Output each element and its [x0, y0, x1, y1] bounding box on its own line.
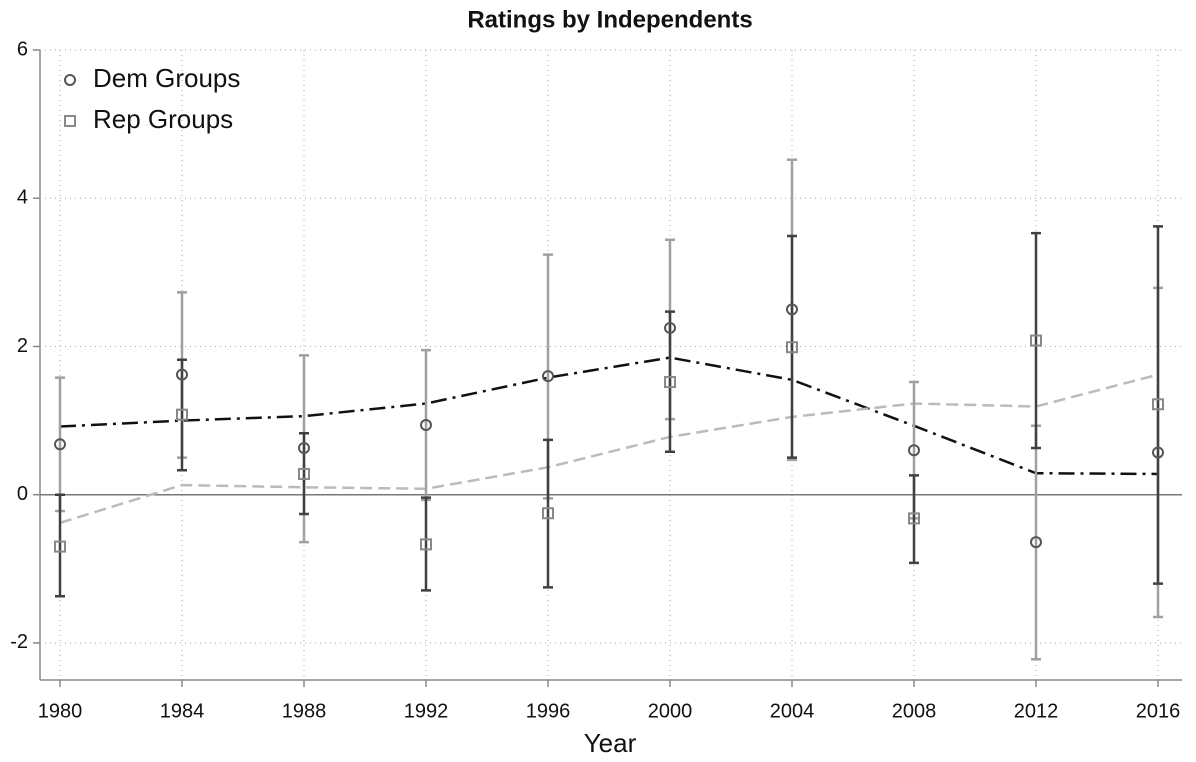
error-bar — [177, 358, 187, 472]
point — [542, 370, 554, 383]
y-tick-label: 6 — [17, 38, 28, 60]
point — [786, 303, 798, 316]
point — [1152, 446, 1164, 459]
point — [1152, 398, 1164, 411]
x-tick-label: 2004 — [770, 700, 815, 722]
point — [542, 507, 554, 520]
x-tick-label: 1992 — [404, 700, 449, 722]
x-tick-label: 2016 — [1136, 700, 1181, 722]
fit-line — [59, 373, 1159, 525]
x-tick-label: 2008 — [892, 700, 937, 722]
point — [176, 408, 188, 421]
x-tick-label: 2000 — [648, 700, 693, 722]
point — [420, 419, 432, 432]
x-tick-label: 1988 — [282, 700, 327, 722]
error-bar — [55, 376, 65, 513]
error-bar — [421, 348, 431, 502]
point — [908, 444, 920, 457]
point — [664, 321, 676, 334]
point — [298, 467, 310, 480]
point — [786, 341, 798, 354]
chart-title: Ratings by Independents — [467, 6, 752, 33]
error-bar — [665, 310, 675, 453]
fit-line — [59, 356, 1159, 476]
error-bar — [909, 474, 919, 565]
point — [664, 376, 676, 389]
error-bar — [1031, 231, 1041, 450]
point — [420, 538, 432, 551]
point — [908, 512, 920, 525]
error-bar — [787, 234, 797, 459]
point — [54, 438, 66, 451]
x-tick-label: 1980 — [38, 700, 83, 722]
point — [1030, 334, 1042, 347]
x-tick-label: 1996 — [526, 700, 571, 722]
point — [1030, 536, 1042, 549]
legend-label: Dem Groups — [93, 63, 240, 93]
point — [54, 540, 66, 553]
legend-marker — [64, 74, 76, 86]
legend-marker — [64, 115, 76, 127]
y-tick-label: 4 — [17, 187, 28, 209]
error-bar — [55, 493, 65, 598]
x-tick-label: 2012 — [1014, 700, 1059, 722]
error-bar — [421, 496, 431, 592]
legend-label: Rep Groups — [93, 104, 233, 134]
point — [176, 368, 188, 381]
x-tick-label: 1984 — [160, 700, 205, 722]
x-axis-label: Year — [584, 728, 637, 758]
y-tick-label: 0 — [17, 483, 28, 505]
y-tick-label: 2 — [17, 335, 28, 357]
error-bar — [543, 438, 553, 589]
y-tick-label: -2 — [10, 631, 28, 653]
error-bar — [299, 431, 309, 516]
error-bar — [1031, 424, 1041, 661]
error-bar — [1153, 225, 1163, 585]
point — [298, 442, 310, 455]
